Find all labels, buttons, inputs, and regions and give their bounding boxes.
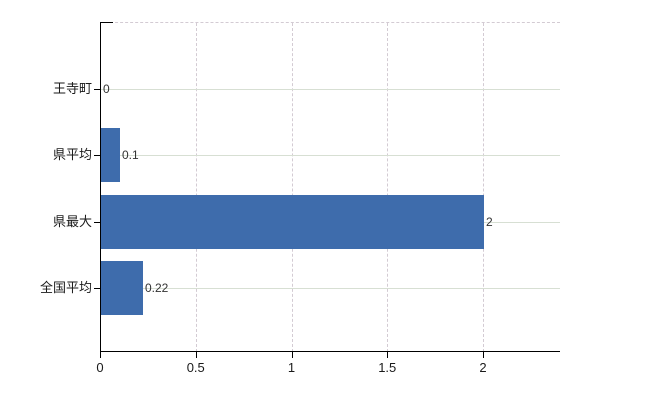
category-label: 王寺町 (52, 80, 92, 96)
x-axis-tick-mark (100, 352, 101, 358)
value-label: 0.22 (145, 281, 169, 295)
category-label: 全国平均 (39, 280, 92, 295)
h-gridline (101, 288, 560, 289)
x-axis-tick-mark (195, 352, 197, 358)
value-label: 2 (486, 214, 493, 229)
v-gridline (195, 23, 197, 352)
x-tick-label: 0 (96, 360, 104, 375)
x-axis-tick-mark (387, 352, 389, 358)
category-label: 県平均 (52, 147, 92, 162)
y-axis-tick-mark (94, 88, 100, 90)
bar (101, 261, 143, 315)
bar (101, 128, 120, 182)
x-tick-label: 2 (479, 360, 487, 375)
y-axis-tick-mark (94, 221, 100, 223)
category-label: 県最大 (52, 213, 92, 229)
y-axis-tick-mark (94, 288, 100, 289)
x-tick-label: 0.5 (186, 360, 205, 375)
axis-top-cap (100, 22, 113, 23)
h-gridline (101, 155, 560, 156)
x-tick-label: 1.5 (378, 360, 397, 375)
value-label: 0 (103, 81, 110, 96)
bar (101, 194, 484, 249)
v-gridline (483, 23, 484, 352)
v-gridline (387, 23, 389, 352)
h-gridline (101, 88, 560, 90)
plot-area-frame (100, 22, 560, 352)
x-axis-tick-mark (291, 352, 293, 358)
v-gridline (291, 23, 293, 352)
x-tick-label: 1 (287, 360, 296, 375)
value-label: 0.1 (122, 148, 139, 162)
x-axis-tick-mark (483, 352, 484, 358)
y-axis-tick-mark (94, 155, 100, 156)
